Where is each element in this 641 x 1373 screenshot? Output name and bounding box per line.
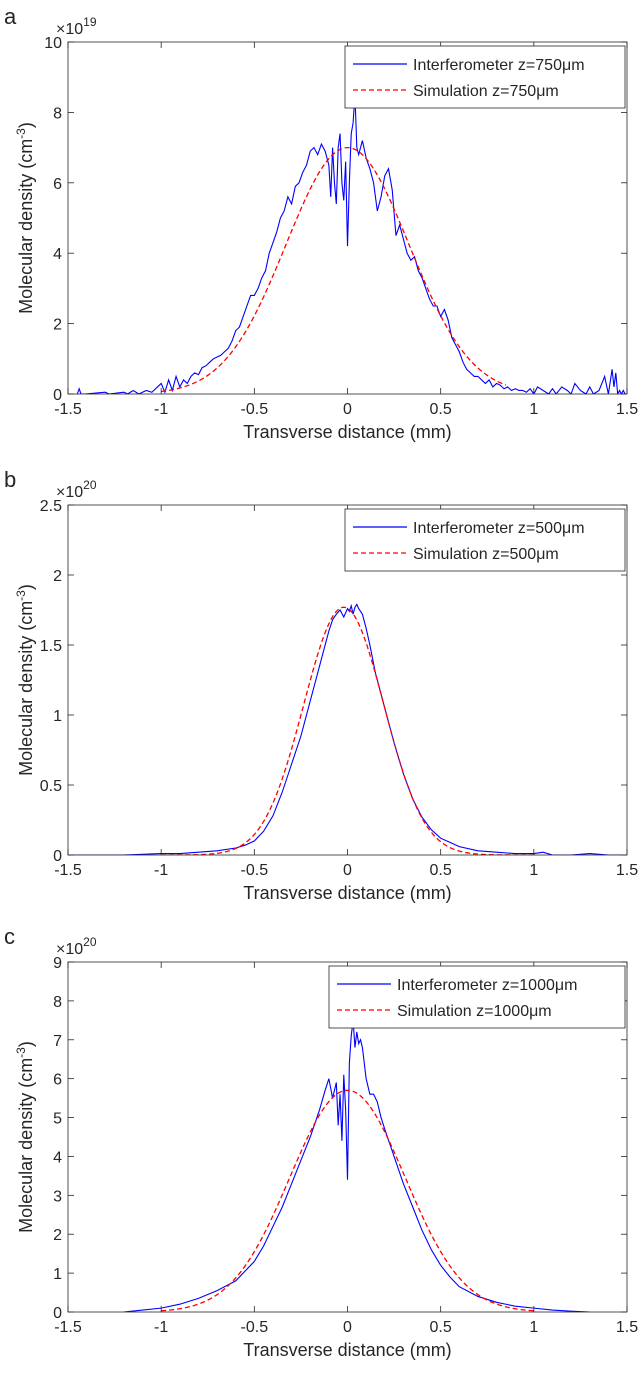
exponent-base: ×10: [56, 484, 83, 501]
panel-label: a: [4, 4, 17, 29]
y-tick-label: 3: [53, 1188, 62, 1205]
x-tick-label: 0.5: [430, 862, 452, 879]
x-tick-label: -1: [154, 401, 168, 418]
y-axis-label-sup: -3: [14, 1047, 28, 1058]
series-line-simulation: [161, 1089, 534, 1312]
x-tick-label: -1: [154, 862, 168, 879]
axis-exponent-label: ×1020: [56, 935, 97, 958]
legend-entry-label: Simulation z=750μm: [413, 83, 559, 100]
y-axis-label-main: Molecular density (cm: [16, 601, 36, 776]
x-tick-label: 1: [529, 401, 538, 418]
exponent-power: 19: [83, 15, 97, 29]
y-tick-label: 2: [53, 568, 62, 585]
legend-box: [328, 965, 626, 1029]
y-tick-label: 1.5: [40, 638, 62, 655]
y-tick-label: 5: [53, 1111, 62, 1128]
y-tick-label: 9: [53, 955, 62, 972]
y-axis-label-tail: ): [16, 122, 36, 128]
chart-panel-a: -1.5 -1 -0.5 0 0.5 1 1.5 0 2 4 6 8 10×1019 a Transvers…: [4, 4, 638, 442]
y-tick-label: 0.5: [40, 778, 62, 795]
y-tick-label: 6: [53, 176, 62, 193]
x-tick-label: 0.5: [430, 401, 452, 418]
exponent-power: 20: [83, 935, 97, 949]
legend: Interferometer z=500μm Simulation z=500μm: [344, 508, 626, 572]
y-tick-label: 10: [44, 35, 62, 52]
x-tick-label: 1: [529, 1319, 538, 1336]
panel-label: c: [4, 924, 15, 949]
y-tick-label: 0: [53, 387, 62, 404]
axis-exponent-label: ×1020: [56, 478, 97, 501]
legend-entry-label: Interferometer z=1000μm: [397, 977, 577, 994]
exponent-power: 20: [83, 478, 97, 492]
y-axis-label: Molecular density (cm-3): [14, 584, 36, 776]
chart-panel-b: -1.5 -1 -0.5 0 0.5 1 1.5 0 0.5 1 1.5 2 2.5×1020 b Tran…: [4, 467, 638, 903]
y-tick-label: 7: [53, 1033, 62, 1050]
x-tick-label: -1.5: [54, 862, 82, 879]
legend-entry-label: Interferometer z=750μm: [413, 57, 585, 74]
x-tick-label: 1.5: [616, 862, 638, 879]
x-tick-label: 0: [343, 862, 352, 879]
x-axis-label: Transverse distance (mm): [243, 1340, 451, 1360]
series-line-simulation: [161, 146, 507, 393]
x-tick-label: -1.5: [54, 401, 82, 418]
x-tick-label: -0.5: [241, 401, 269, 418]
y-tick-label: 2: [53, 317, 62, 334]
series-line-interferometer: [123, 1020, 590, 1312]
legend-box: [344, 45, 626, 109]
exponent-base: ×10: [56, 941, 83, 958]
y-tick-label: 0: [53, 848, 62, 865]
y-axis-label-tail: ): [16, 584, 36, 590]
y-axis-label-tail: ): [16, 1041, 36, 1047]
y-axis-label-main: Molecular density (cm: [16, 1058, 36, 1233]
legend-entry-label: Simulation z=500μm: [413, 546, 559, 563]
x-tick-label: -0.5: [241, 1319, 269, 1336]
axis-exponent-label: ×1019: [56, 15, 97, 38]
x-tick-label: 1.5: [616, 1319, 638, 1336]
y-axis-label: Molecular density (cm-3): [14, 122, 36, 314]
y-axis-label-sup: -3: [14, 590, 28, 601]
x-tick-label: 0: [343, 1319, 352, 1336]
legend-entry-label: Simulation z=1000μm: [397, 1003, 552, 1020]
y-tick-label: 2.5: [40, 498, 62, 515]
y-tick-label: 0: [53, 1305, 62, 1322]
y-tick-label: 4: [53, 246, 62, 263]
exponent-base: ×10: [56, 21, 83, 38]
panel-label: b: [4, 467, 16, 492]
series-line-interferometer: [76, 94, 626, 394]
y-axis-label-sup: -3: [14, 128, 28, 139]
y-tick-label: 6: [53, 1072, 62, 1089]
y-tick-label: 8: [53, 994, 62, 1011]
y-tick-label: 4: [53, 1149, 62, 1166]
series-line-interferometer: [68, 603, 627, 855]
legend-entry-label: Interferometer z=500μm: [413, 520, 585, 537]
legend-box: [344, 508, 626, 572]
x-tick-label: 1.5: [616, 401, 638, 418]
y-tick-label: 8: [53, 105, 62, 122]
x-tick-label: 1: [529, 862, 538, 879]
legend: Interferometer z=1000μm Simulation z=1000…: [328, 965, 626, 1029]
series-line-simulation: [161, 606, 534, 855]
x-tick-label: -1: [154, 1319, 168, 1336]
x-axis-label: Transverse distance (mm): [243, 883, 451, 903]
y-axis-label: Molecular density (cm-3): [14, 1041, 36, 1233]
chart-panel-c: -1.5 -1 -0.5 0 0.5 1 1.5 0 1 2 3 4 5 6 7 8 9×1020 c Transv…: [4, 924, 638, 1360]
y-tick-label: 2: [53, 1227, 62, 1244]
x-axis-label: Transverse distance (mm): [243, 422, 451, 442]
x-tick-label: -1.5: [54, 1319, 82, 1336]
legend: Interferometer z=750μm Simulation z=750μm: [344, 45, 626, 109]
x-tick-label: 0: [343, 401, 352, 418]
x-tick-label: -0.5: [241, 862, 269, 879]
y-tick-label: 1: [53, 708, 62, 725]
y-tick-label: 1: [53, 1266, 62, 1283]
x-tick-label: 0.5: [430, 1319, 452, 1336]
y-axis-label-main: Molecular density (cm: [16, 139, 36, 314]
